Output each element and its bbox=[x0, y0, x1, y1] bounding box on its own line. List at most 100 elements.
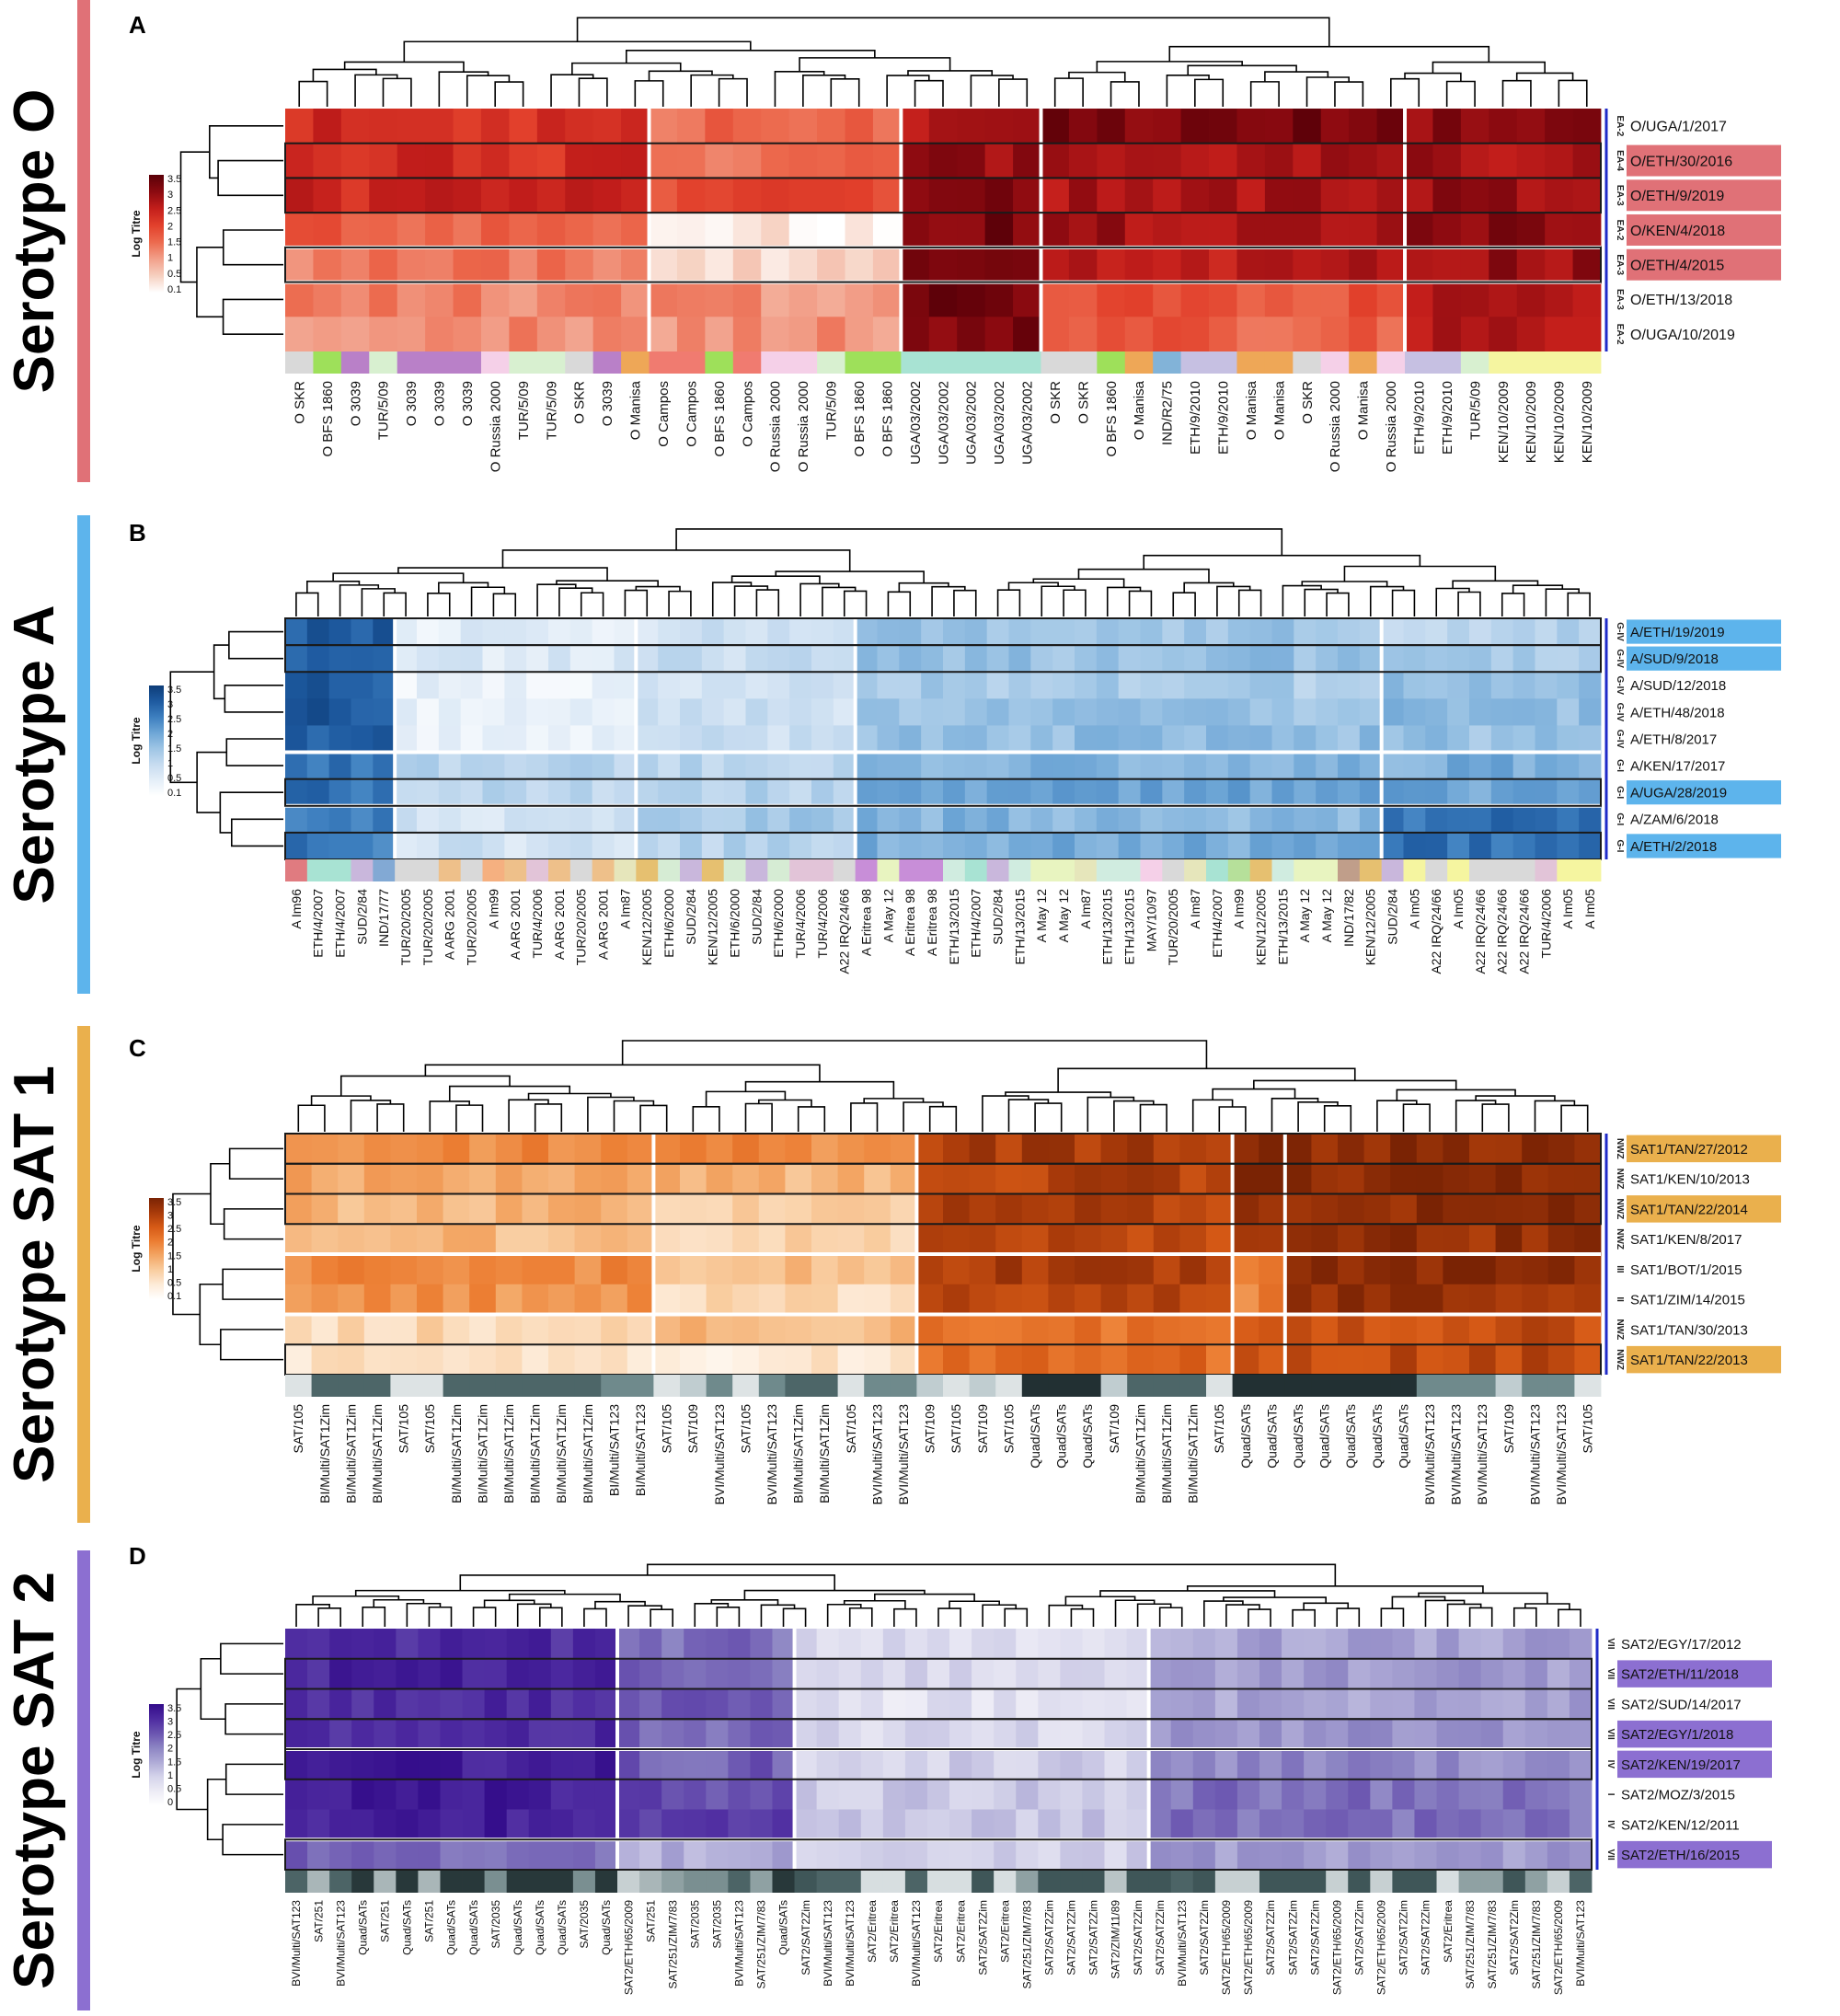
heatmap-cell bbox=[926, 1749, 950, 1780]
heatmap-cell bbox=[1008, 752, 1031, 780]
heatmap-cell bbox=[592, 178, 622, 213]
heatmap-cell bbox=[1227, 645, 1251, 673]
heatmap-cell bbox=[1170, 1839, 1194, 1871]
heatmap-cell bbox=[994, 1719, 1017, 1750]
heatmap-cell bbox=[569, 725, 593, 753]
heatmap-cell bbox=[285, 143, 314, 179]
heatmap-cell bbox=[1480, 1779, 1504, 1810]
heatmap-cell bbox=[1259, 1134, 1286, 1165]
heatmap-cell bbox=[621, 282, 650, 317]
column-label: TUR/5/09 bbox=[516, 381, 532, 440]
heatmap-cell bbox=[1060, 1658, 1083, 1689]
heatmap-cell bbox=[425, 282, 454, 317]
heatmap-cell bbox=[855, 645, 878, 673]
column-label: SAT2/ETH/65/2009 bbox=[1552, 1900, 1565, 1995]
heatmap-cell bbox=[1416, 1314, 1443, 1345]
row-dendrogram bbox=[222, 298, 283, 335]
heatmap-cell bbox=[417, 698, 440, 726]
column-label: SAT/105 bbox=[844, 1404, 858, 1454]
heatmap-cell bbox=[1338, 832, 1361, 860]
heatmap-cell bbox=[614, 752, 637, 780]
heatmap-cell bbox=[313, 213, 342, 248]
column-annotation bbox=[969, 1375, 996, 1397]
heatmap-cell bbox=[1264, 143, 1294, 179]
heatmap-cell bbox=[1574, 1314, 1602, 1345]
heatmap-cell bbox=[785, 1134, 812, 1165]
heatmap-cell bbox=[1547, 1344, 1575, 1376]
heatmap-cell bbox=[484, 1658, 508, 1689]
heatmap-cell bbox=[1075, 805, 1098, 834]
heatmap-cell bbox=[701, 752, 725, 780]
column-dendrogram bbox=[1114, 1599, 1156, 1627]
heatmap-cell bbox=[569, 778, 593, 807]
heatmap-cell bbox=[1370, 1749, 1393, 1780]
row-label: A/ZAM/6/2018 bbox=[1630, 812, 1719, 828]
column-label: Quad/SATs bbox=[1291, 1404, 1305, 1469]
heatmap-cell bbox=[469, 1284, 497, 1315]
column-annotation bbox=[1547, 1871, 1570, 1893]
heatmap-cell bbox=[1569, 1658, 1593, 1689]
heatmap-cell bbox=[1460, 143, 1489, 179]
heatmap-cell bbox=[680, 698, 703, 726]
heatmap-cell bbox=[369, 109, 398, 144]
column-label: BI/Multi/SAT1Zim bbox=[1186, 1404, 1201, 1503]
column-annotation bbox=[789, 859, 812, 881]
column-dendrogram bbox=[558, 587, 593, 616]
heatmap-cell bbox=[1008, 618, 1031, 646]
heatmap-cell bbox=[1100, 1163, 1128, 1194]
heatmap-cell bbox=[904, 1629, 928, 1660]
column-dendrogram bbox=[730, 575, 821, 584]
heatmap-cell bbox=[1547, 1779, 1570, 1810]
heatmap-cell bbox=[921, 752, 944, 780]
heatmap-cell bbox=[363, 1254, 391, 1285]
column-dendrogram bbox=[1106, 586, 1142, 616]
heatmap-cell bbox=[1502, 1629, 1526, 1660]
heatmap-cell bbox=[639, 1629, 662, 1660]
heatmap-cell bbox=[653, 1254, 681, 1285]
heatmap-cell bbox=[363, 1224, 391, 1255]
heatmap-cell bbox=[328, 778, 351, 807]
heatmap-cell bbox=[1075, 1134, 1101, 1165]
heatmap-cell bbox=[1180, 143, 1210, 179]
heatmap-cell bbox=[1436, 1719, 1459, 1750]
column-label: IND/R2/75 bbox=[1160, 381, 1176, 445]
heatmap-cell bbox=[1052, 778, 1075, 807]
column-annotation bbox=[1490, 859, 1514, 881]
column-label: ETH/9/2010 bbox=[1216, 381, 1232, 455]
heatmap-cell bbox=[728, 1749, 751, 1780]
column-label: KEN/12/2005 bbox=[1254, 889, 1269, 965]
heatmap-cell bbox=[943, 618, 966, 646]
heatmap-cell bbox=[621, 213, 650, 248]
heatmap-cell bbox=[1236, 143, 1266, 179]
heatmap-cell bbox=[285, 247, 314, 282]
column-annotation bbox=[504, 859, 527, 881]
heatmap-cell bbox=[1359, 672, 1383, 699]
heatmap-cell bbox=[462, 1779, 486, 1810]
heatmap-cell bbox=[732, 1163, 760, 1194]
heatmap-cell bbox=[1075, 778, 1098, 807]
heatmap-cell bbox=[1249, 725, 1272, 753]
heatmap-cell bbox=[772, 1719, 795, 1750]
column-annotation bbox=[1469, 859, 1492, 881]
heatmap-cell bbox=[1097, 109, 1126, 144]
heatmap-cell bbox=[1284, 1344, 1312, 1376]
heatmap-cell bbox=[1443, 1254, 1470, 1285]
heatmap-cell bbox=[1016, 1809, 1039, 1840]
heatmap-cell bbox=[617, 1629, 640, 1660]
heatmap-cell bbox=[972, 1809, 995, 1840]
heatmap-cell bbox=[1284, 1254, 1312, 1285]
heatmap-cell bbox=[1013, 178, 1041, 213]
heatmap-cell bbox=[1480, 1719, 1504, 1750]
heatmap-cell bbox=[1545, 247, 1573, 282]
heatmap-cell bbox=[1524, 1629, 1548, 1660]
column-dendrogram bbox=[538, 1607, 563, 1627]
heatmap-cell bbox=[1390, 1163, 1418, 1194]
heatmap-cell bbox=[307, 1749, 330, 1780]
heatmap-cell bbox=[1403, 752, 1426, 780]
heatmap-cell bbox=[397, 247, 426, 282]
heatmap-cell bbox=[916, 1284, 944, 1315]
heatmap-cell bbox=[340, 109, 370, 144]
heatmap-cell bbox=[396, 1688, 419, 1720]
heatmap-cell bbox=[1547, 1749, 1570, 1780]
heatmap-cell bbox=[285, 213, 314, 248]
